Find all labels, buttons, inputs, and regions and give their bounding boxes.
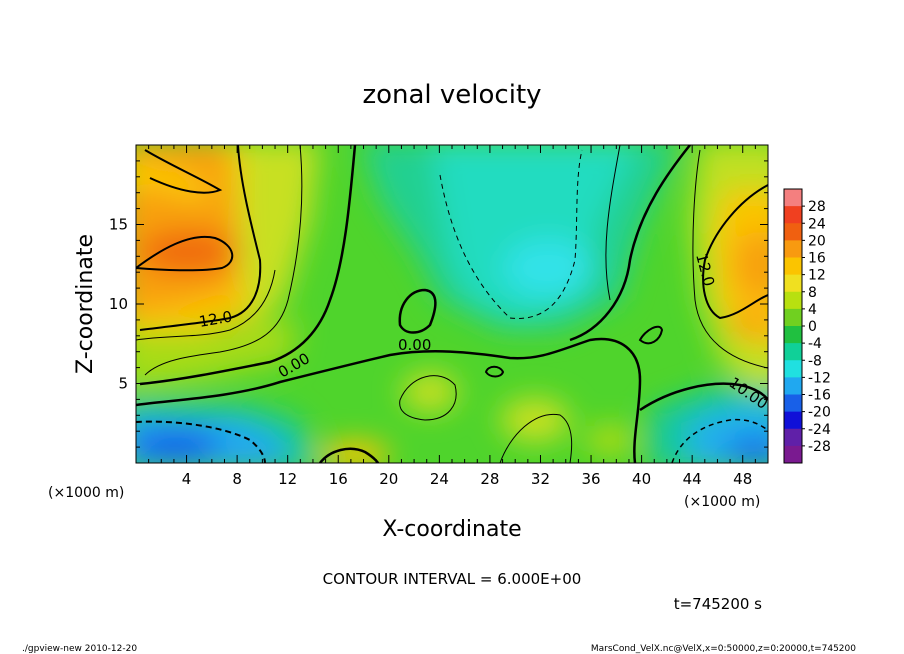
contour-minus-cyan [439, 149, 583, 319]
colorbar-swatch [784, 428, 802, 447]
contour-12-left-outer [139, 145, 262, 331]
contour-0-bottom-bump [319, 447, 380, 463]
colorbar-label: -12 [808, 370, 831, 386]
contour-0-blob [398, 288, 437, 334]
x-tick-label: 16 [329, 470, 348, 488]
colorbar-swatch [784, 411, 802, 430]
contour-12-upper-left [144, 149, 223, 194]
contour-12-right [702, 184, 768, 320]
colorbar-swatch [784, 360, 802, 378]
colorbar-swatch [784, 445, 802, 464]
colorbar-label: 0 [808, 319, 817, 335]
colorbar-label: -16 [808, 388, 831, 404]
colorbar-swatch [784, 240, 802, 258]
colorbar-swatch [784, 206, 802, 224]
contour-minus-cold-right [671, 418, 768, 463]
contour-12-left [136, 235, 234, 272]
x-tick-label: 36 [581, 470, 600, 488]
colorbar-swatch [784, 343, 802, 361]
footer-right: MarsCond_VelX.nc@VelX,x=0:50000,z=0:2000… [591, 644, 856, 654]
x-tick-label: 8 [232, 470, 242, 488]
contour-label-0-center: 0.00 [398, 336, 431, 354]
x-tick-label: 24 [430, 470, 449, 488]
contour-thin-6 [136, 269, 276, 341]
chart-title: zonal velocity [362, 80, 541, 110]
colorbar-label: 24 [808, 216, 826, 232]
colorbar-swatch [784, 274, 802, 293]
x-tick-label: 44 [683, 470, 702, 488]
colorbar-swatch [784, 291, 802, 310]
contour-label-12-left: 12.0 [198, 307, 234, 331]
y-axis-ticks: 5 10 15 [109, 144, 768, 464]
y-tick-label: 15 [109, 216, 128, 234]
x-tick-label: 40 [632, 470, 651, 488]
colorbar-swatch [784, 189, 802, 207]
footer-left: ./gpview-new 2010-12-20 [22, 644, 137, 654]
colorbar-swatch [784, 223, 802, 241]
colorbar-swatch [784, 308, 802, 327]
colorbar-swatch [784, 377, 802, 395]
colorbar-swatch [784, 326, 802, 344]
x-tick-label: 28 [480, 470, 499, 488]
contour-0-main [136, 337, 642, 463]
y-tick-label: 5 [118, 375, 128, 393]
colorbar-label: -28 [808, 439, 831, 455]
contour-0-center-left [139, 145, 357, 386]
colorbar-label: 20 [808, 233, 826, 249]
colorbar-label: -8 [808, 353, 822, 369]
x-unit-right: (×1000 m) [684, 494, 760, 510]
x-axis-label: X-coordinate [382, 517, 521, 542]
contour-0-lower-right [639, 382, 768, 412]
colorbar-swatch [784, 394, 802, 413]
y-tick-label: 10 [109, 295, 128, 313]
x-tick-label: 12 [278, 470, 297, 488]
colorbar-label: 28 [808, 199, 826, 215]
colorbar-label: 8 [808, 285, 817, 301]
colorbar-label: -4 [808, 336, 822, 352]
x-axis-ticks: 4 8 12 16 20 24 28 32 36 40 44 48 [135, 145, 769, 488]
colorbar-swatch [784, 257, 802, 276]
contour-interval-text: CONTOUR INTERVAL = 6.000E+00 [323, 570, 582, 588]
contour-thin-2 [605, 145, 621, 301]
colorbar-label: 12 [808, 268, 826, 284]
contour-0-small-blob [484, 365, 505, 378]
contour-thin-4 [692, 149, 768, 369]
contour-0-right [569, 145, 691, 342]
plot-area: 12.0 0.00 0.00 12.0 10.00 [136, 145, 768, 463]
colorbar-label: -20 [808, 405, 831, 421]
colorbar-label: 4 [808, 302, 817, 318]
colorbar-label: 16 [808, 251, 826, 267]
x-tick-label: 20 [379, 470, 398, 488]
contour-thin-3 [399, 375, 457, 421]
contour-thin-5 [499, 413, 573, 463]
y-axis-label: Z-coordinate [73, 234, 98, 374]
contour-thin-1 [144, 145, 303, 376]
x-tick-label: 48 [733, 470, 752, 488]
colorbar-label: -24 [808, 422, 831, 438]
contour-lines [136, 145, 768, 463]
contour-0-right-loop [638, 325, 664, 345]
velocity-field [136, 145, 768, 463]
contour-minus-cold-left [136, 420, 266, 463]
time-text: t=745200 s [674, 595, 762, 613]
x-tick-label: 4 [182, 470, 192, 488]
x-unit-left: (×1000 m) [48, 485, 124, 501]
x-tick-label: 32 [531, 470, 550, 488]
